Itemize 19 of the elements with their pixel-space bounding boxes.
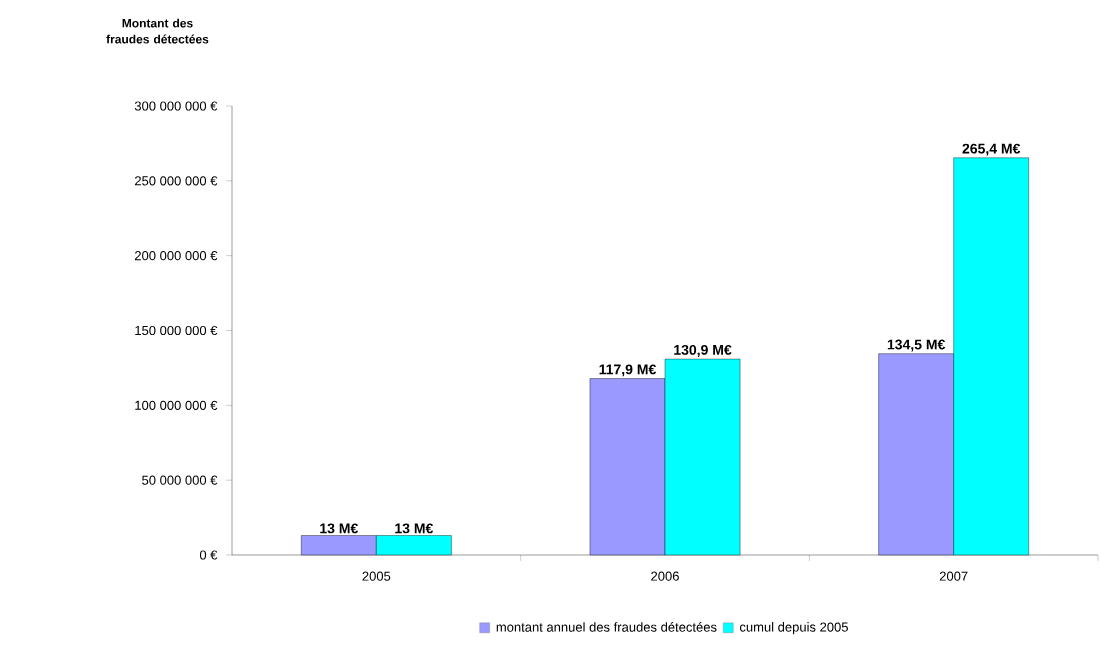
y-tick-label: 50 000 000 € — [142, 475, 218, 485]
data-label: 117,9 M€ — [599, 364, 657, 377]
data-label: 265,4 M€ — [962, 143, 1021, 156]
y-tick-label: 250 000 000 € — [134, 176, 218, 186]
legend-label: montant annuel des fraudes détectées — [496, 622, 717, 632]
x-tick-label: 2006 — [651, 571, 679, 581]
y-tick-label: 150 000 000 € — [135, 325, 218, 336]
legend-label: cumul depuis 2005 — [739, 622, 848, 635]
data-label: 134,5 M€ — [887, 339, 946, 352]
x-tick-label: 2005 — [362, 571, 391, 581]
y-tick-label: 100 000 000 € — [135, 400, 218, 410]
data-label: 13 M€ — [395, 523, 434, 534]
y-tick-label: 300 000 000 € — [134, 101, 218, 111]
y-tick-label: 200 000 000 € — [134, 251, 218, 261]
data-label: 130,9 M€ — [674, 344, 732, 357]
y-axis-title: Montant des fraudes détectées — [106, 18, 209, 44]
data-label: 13 M€ — [320, 523, 359, 534]
x-tick-label: 2007 — [939, 571, 968, 581]
y-tick-label: 0 € — [199, 550, 218, 560]
